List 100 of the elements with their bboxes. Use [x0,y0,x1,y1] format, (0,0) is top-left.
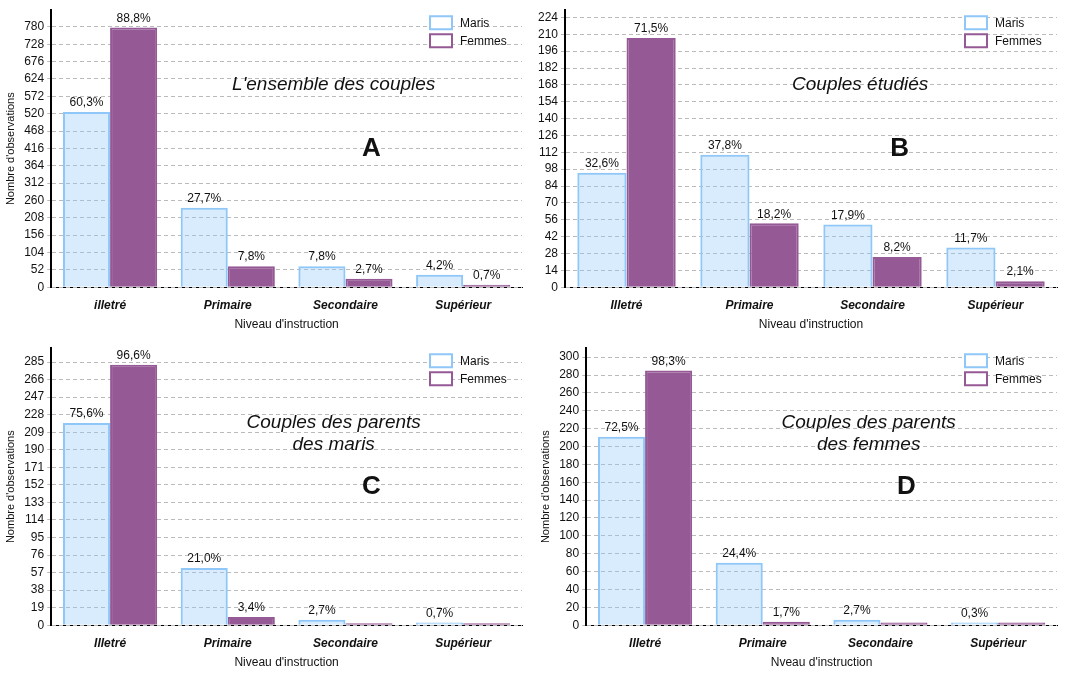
legend-label: Femmes [995,371,1042,386]
y-tick-label: 0 [37,617,45,632]
y-tick-label: 42 [544,228,559,243]
annotation: D [896,469,916,500]
y-tick-label: 171 [24,459,45,474]
bar [180,567,228,625]
y-tick-label: 40 [565,581,580,596]
legend-label: Maris [460,353,490,368]
legend-label: Femmes [460,371,507,386]
y-tick-label: 572 [24,88,45,103]
bar [946,247,996,287]
y-tick-label: 38 [30,582,45,597]
y-tick-label: 468 [24,123,45,138]
y-tick-label: 364 [24,158,45,173]
y-tick-label: 52 [30,262,45,277]
bar [62,422,111,625]
annotation: 8,2% [883,240,912,255]
annotation: A [361,131,381,162]
x-tick-label: Primaire [203,635,253,650]
y-tick-label: 112 [538,144,559,159]
y-tick-label: 520 [24,105,45,120]
y-tick-label: 0 [37,279,45,294]
y-tick-label: 182 [537,60,559,75]
bar [715,562,763,625]
y-tick-label: 154 [537,94,559,109]
x-tick-label: Primaire [203,297,253,312]
annotation: 27,7% [187,191,222,206]
y-tick-label: 98 [544,161,559,176]
bar [62,111,111,287]
x-axis-title: Niveau d'instruction [234,317,339,332]
annotation: 96,6% [116,348,151,363]
y-tick-label: 209 [24,424,45,439]
y-tick-label: 624 [24,71,45,86]
y-tick-label: 247 [24,389,45,404]
y-tick-label: 95 [30,529,45,544]
y-tick-label: 280 [559,367,580,382]
annotation: 88,8% [116,10,151,25]
x-axis-title: Niveau d'instruction [758,317,864,332]
y-tick-label: 285 [24,354,45,369]
annotation: 21,0% [187,551,222,566]
y-tick-label: 133 [24,494,45,509]
y-tick-label: 0 [551,279,559,294]
x-tick-label: Secondaire [313,297,379,312]
y-tick-label: 57 [30,564,45,579]
x-tick-label: illetré [94,297,127,312]
annotation: 32,6% [584,156,620,171]
bar [416,274,464,287]
y-tick-label: 120 [559,510,580,525]
y-tick-label: 416 [24,140,45,155]
y-tick-label: 200 [559,438,580,453]
y-tick-label: 228 [24,406,45,421]
annotation: 2,7% [843,603,871,618]
y-tick-label: 70 [544,195,559,210]
annotation: 18,2% [757,206,792,221]
x-tick-label: Illetré [610,297,643,312]
y-tick-label: 224 [537,9,559,24]
annotation: 1,7% [772,604,801,619]
annotation: 2,7% [355,262,383,277]
y-tick-label: 114 [25,512,45,527]
x-tick-label: Secondaire [840,297,906,312]
y-tick-label: 676 [24,53,45,68]
annotation: 2,1% [1006,264,1035,279]
legend-label: Maris [995,353,1025,368]
y-tick-label: 0 [572,617,580,632]
x-tick-label: Secondaire [848,635,914,650]
y-tick-label: 156 [24,227,45,242]
bar [577,172,627,287]
y-axis-title: Nombre d'observations [538,429,551,544]
annotation: 17,9% [830,207,866,222]
legend-label: Maris [995,15,1025,30]
y-tick-label: 312 [24,175,45,190]
annotation: 0,3% [960,605,989,620]
y-tick-label: 126 [537,127,559,142]
legend-label: Maris [460,15,490,30]
bar [700,154,750,287]
y-tick-label: 100 [559,528,580,543]
y-tick-label: 84 [544,178,559,193]
x-tick-label: Primaire [725,297,774,312]
y-tick-label: 160 [559,474,580,489]
x-tick-label: Supérieur [435,297,493,312]
y-axis-title: Nombre d'observations [3,91,16,206]
y-tick-label: 60 [565,563,580,578]
annotation: Couples étudiés [792,73,929,95]
annotation: 72,5% [604,419,639,434]
bar [823,224,873,287]
y-tick-label: 260 [559,385,580,400]
y-tick-label: 728 [24,36,45,51]
bar [180,207,228,287]
y-tick-label: 19 [30,599,45,614]
annotation: 98,3% [651,353,686,368]
x-tick-label: Supérieur [435,635,493,650]
y-tick-label: 196 [537,43,559,58]
y-tick-label: 240 [559,403,580,418]
y-tick-label: 152 [24,477,45,492]
annotation: 2,7% [308,602,336,617]
y-tick-label: 210 [537,26,559,41]
annotation: B [890,131,909,162]
y-tick-label: 780 [24,19,45,34]
annotation: 0,7% [425,605,454,620]
y-tick-label: 104 [24,244,45,259]
